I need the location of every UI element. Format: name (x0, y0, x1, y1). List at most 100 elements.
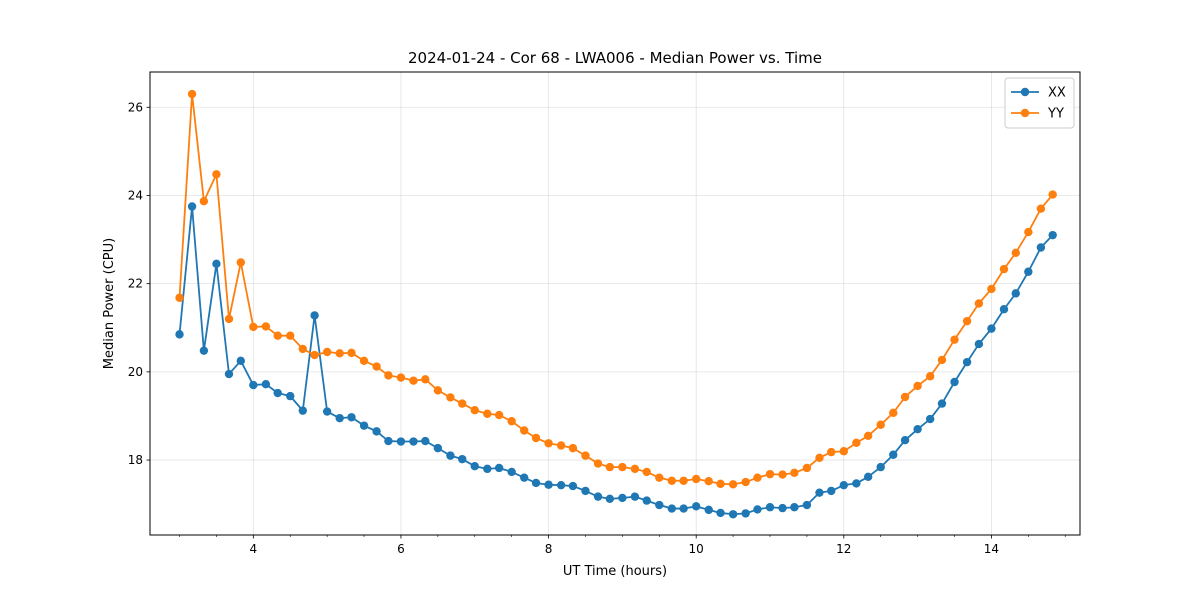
data-point-yy (950, 335, 959, 344)
data-point-yy (863, 431, 873, 440)
data-point-xx (827, 486, 836, 496)
data-point-xx (618, 493, 627, 503)
data-point-yy (655, 473, 664, 482)
y-axis-label: Median Power (CPU) (102, 238, 117, 369)
data-point-xx (778, 503, 787, 513)
data-point-xx (446, 451, 455, 460)
data-point-xx (470, 462, 479, 471)
data-point-yy (1011, 248, 1020, 257)
data-point-yy (507, 417, 516, 426)
data-point-xx (753, 505, 762, 514)
y-tick-label: 26 (128, 100, 143, 114)
data-point-xx (568, 481, 578, 491)
data-point-yy (667, 476, 677, 485)
data-point-yy (520, 426, 529, 435)
data-point-yy (494, 410, 504, 420)
data-point-xx (494, 463, 504, 473)
legend-label-yy: YY (1047, 107, 1064, 122)
x-tick-label: 6 (397, 542, 405, 556)
data-point-xx (790, 503, 799, 512)
data-point-xx (421, 436, 430, 446)
data-point-yy (827, 447, 836, 457)
data-point-yy (974, 299, 984, 308)
data-point-yy (913, 381, 922, 391)
plot-frame (149, 71, 1081, 536)
data-point-yy (409, 376, 418, 385)
data-point-xx (876, 462, 885, 472)
data-point-xx (728, 510, 738, 519)
data-point-xx (1024, 267, 1033, 276)
data-point-yy (618, 462, 627, 472)
grid (150, 72, 1080, 535)
data-point-xx (987, 324, 996, 333)
data-point-yy (1048, 190, 1057, 199)
data-point-xx (224, 369, 234, 379)
data-point-xx (458, 454, 467, 464)
x-tick-label: 14 (984, 542, 999, 556)
data-point-yy (605, 462, 615, 472)
data-point-yy (568, 443, 578, 453)
data-point-yy (396, 373, 406, 382)
data-point-yy (249, 322, 258, 332)
data-point-xx (298, 406, 307, 415)
data-point-yy (236, 258, 245, 267)
data-point-yy (802, 463, 812, 473)
data-point-yy (556, 441, 566, 450)
x-axis-label: UT Time (hours) (563, 564, 667, 579)
data-point-xx (175, 330, 184, 339)
data-point-yy (531, 433, 541, 443)
chart-title: 2024-01-24 - Cor 68 - LWA006 - Median Po… (408, 49, 822, 67)
data-point-yy (876, 420, 885, 429)
data-point-xx (630, 492, 640, 501)
data-point-yy (1036, 204, 1046, 213)
data-point-yy (925, 372, 935, 381)
data-point-yy (581, 451, 590, 460)
y-tick-label: 18 (128, 453, 143, 467)
data-point-xx (925, 414, 935, 424)
data-point-yy (753, 473, 762, 482)
data-point-xx (531, 478, 541, 488)
data-point-xx (691, 502, 701, 511)
data-point-yy (322, 347, 332, 357)
data-point-yy (778, 470, 787, 479)
data-point-xx (863, 472, 873, 481)
data-point-yy (900, 392, 910, 402)
data-point-yy (765, 469, 775, 479)
data-point-xx (212, 259, 221, 269)
data-point-xx (359, 421, 369, 430)
legend-marker-xx (1020, 87, 1030, 97)
data-point-yy (175, 293, 184, 302)
x-tick-label: 10 (689, 542, 704, 556)
data-point-yy (790, 468, 799, 478)
data-point-yy (359, 356, 369, 366)
data-point-xx (765, 503, 775, 512)
data-point-xx (741, 509, 750, 518)
data-point-yy (691, 474, 701, 484)
data-point-yy (889, 408, 898, 418)
data-point-yy (630, 464, 640, 474)
data-point-xx (261, 379, 271, 389)
data-point-xx (335, 413, 344, 423)
data-point-yy (544, 439, 553, 448)
data-point-yy (199, 196, 209, 206)
x-tick-label: 8 (545, 542, 553, 556)
data-point-xx (937, 399, 947, 408)
y-tick-label: 22 (128, 277, 143, 291)
data-point-xx (199, 346, 209, 355)
data-point-xx (396, 437, 406, 446)
data-point-yy (852, 438, 861, 448)
data-point-xx (655, 500, 664, 510)
data-point-xx (483, 464, 492, 474)
legend-label-xx: XX (1048, 86, 1066, 101)
data-point-yy (273, 331, 282, 340)
data-point-yy (716, 479, 725, 489)
legend-marker-yy (1020, 108, 1030, 118)
data-point-xx (950, 377, 959, 387)
data-point-yy (433, 386, 443, 395)
data-point-xx (384, 436, 393, 446)
data-point-xx (679, 504, 688, 513)
data-point-xx (322, 407, 332, 416)
x-tick-label: 4 (250, 542, 258, 556)
data-point-xx (310, 311, 319, 320)
